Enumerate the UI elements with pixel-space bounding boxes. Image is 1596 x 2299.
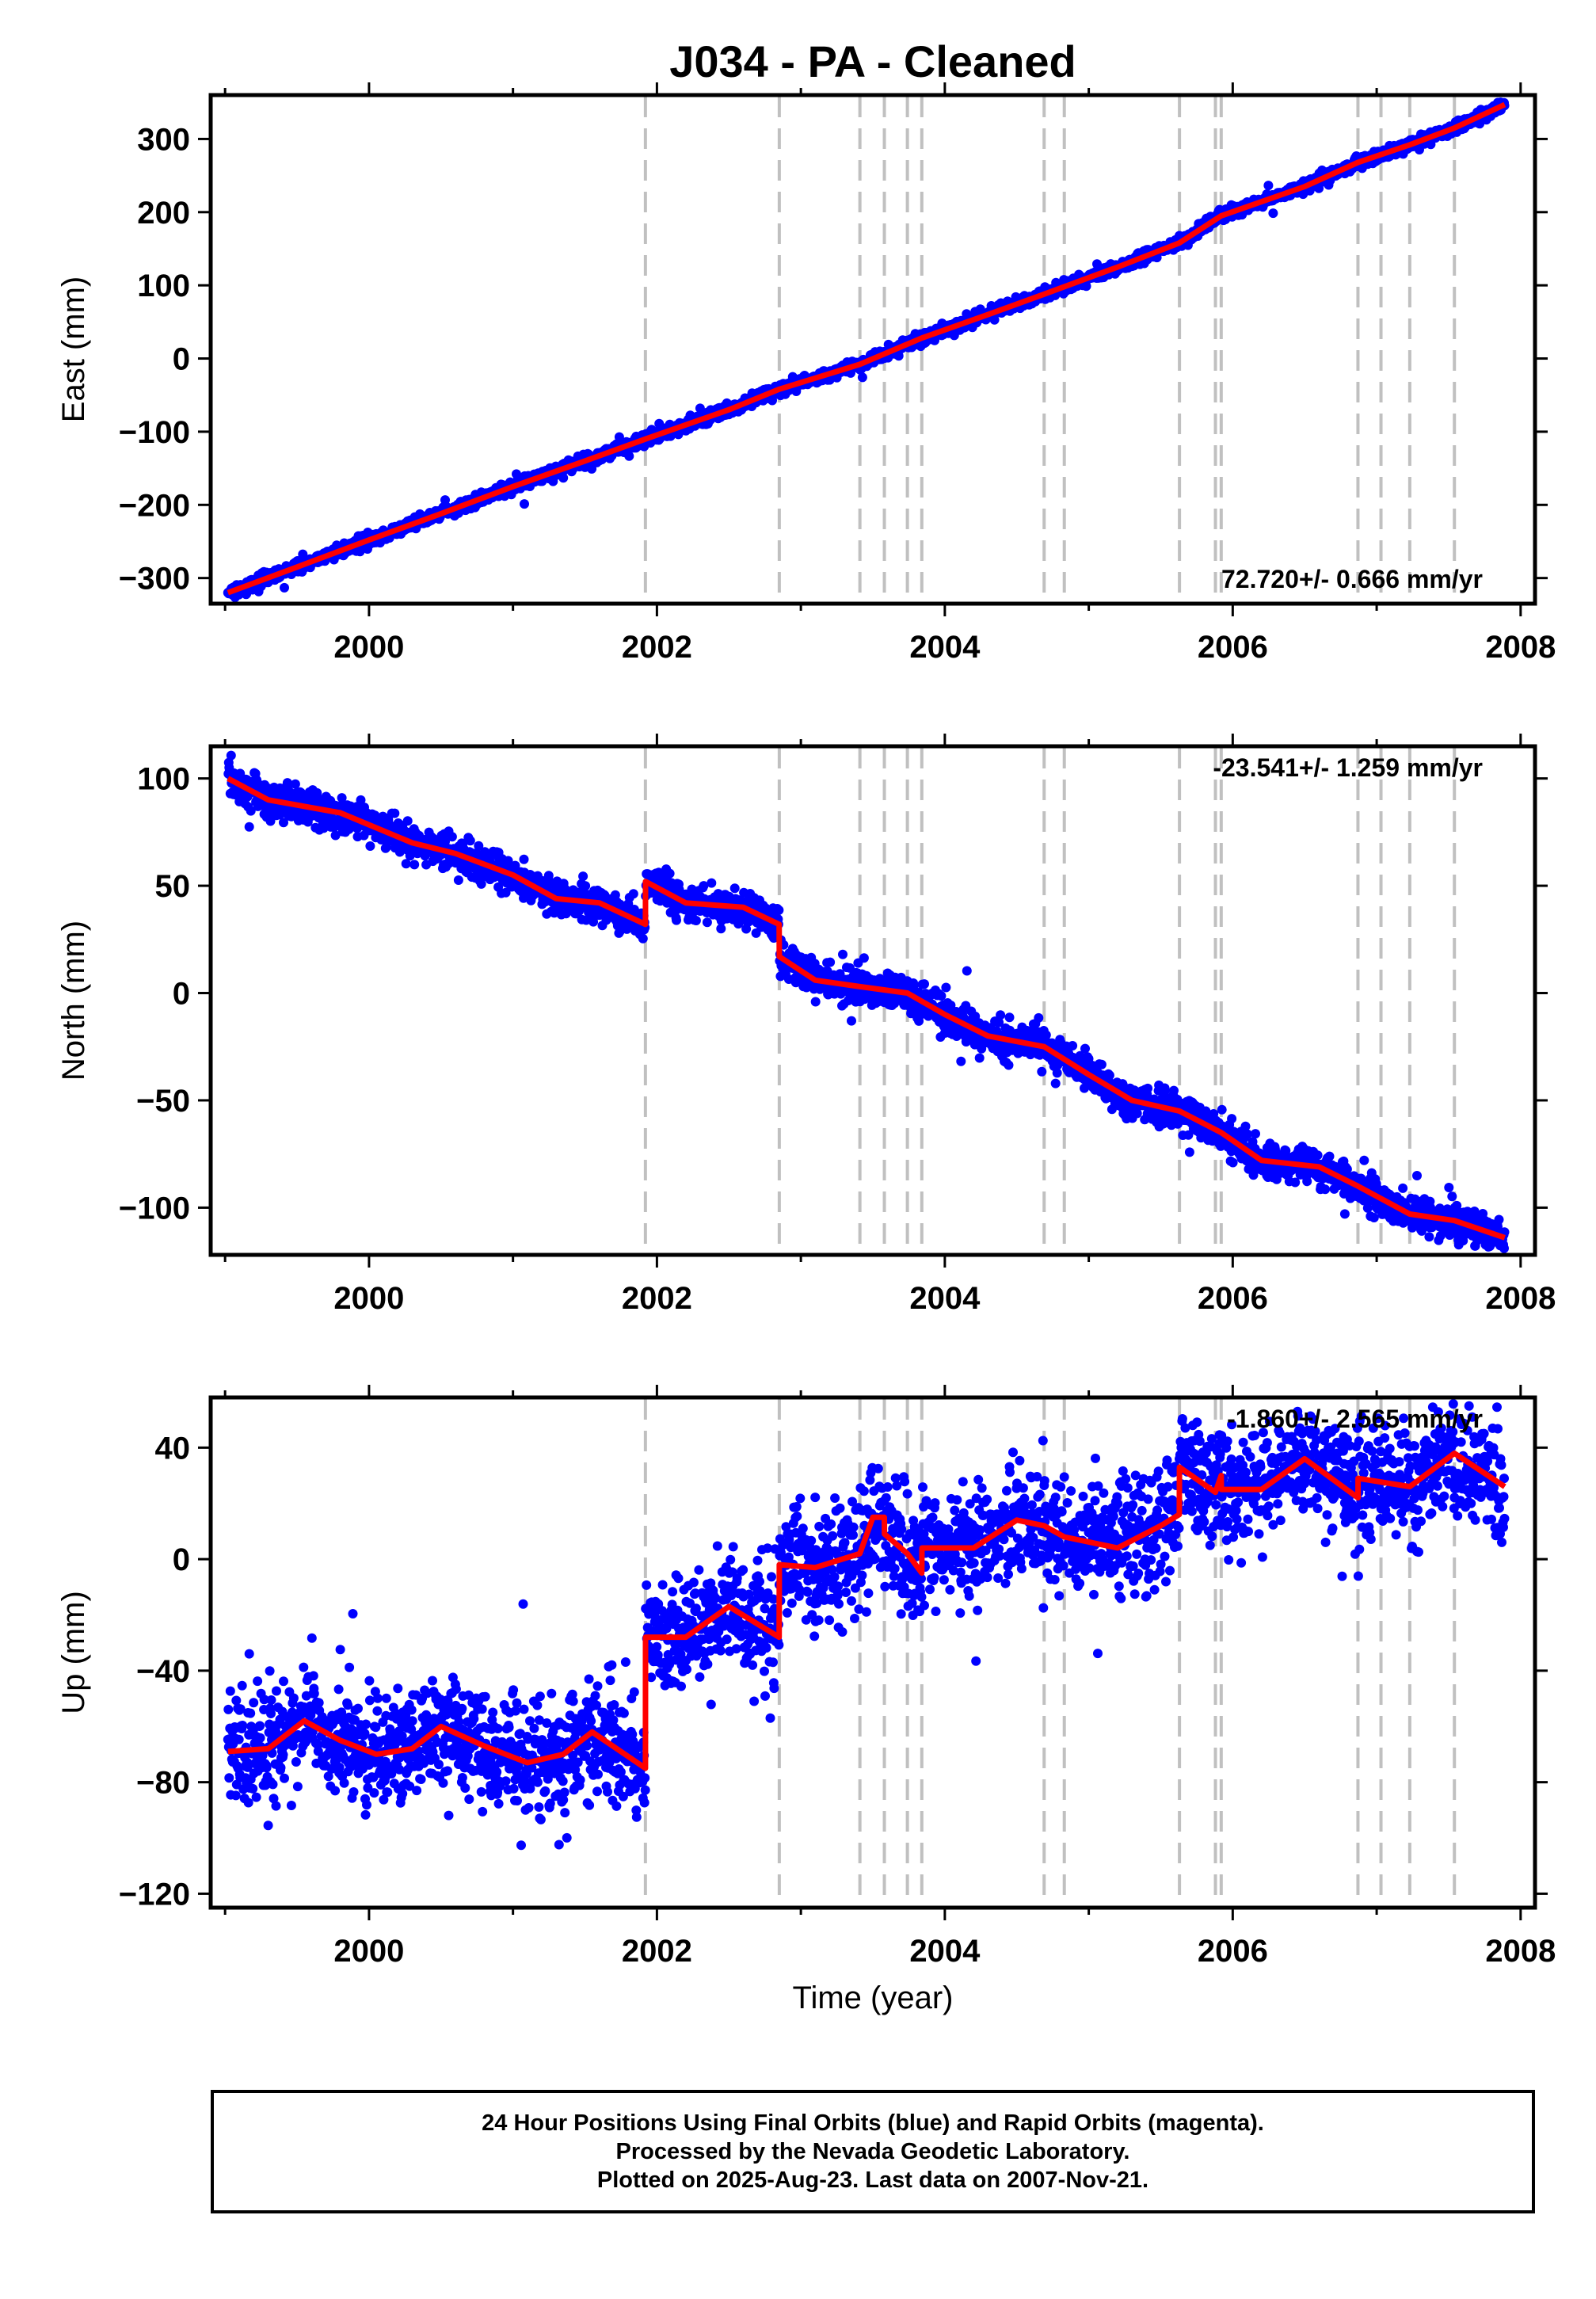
position-point <box>707 878 717 888</box>
position-point <box>519 854 529 864</box>
position-point <box>1268 208 1278 219</box>
x-tick-label: 2008 <box>1485 630 1556 665</box>
position-point <box>520 499 529 509</box>
position-point <box>624 451 634 461</box>
position-point <box>702 917 712 928</box>
position-point <box>581 881 591 891</box>
position-point <box>290 779 300 789</box>
position-point <box>974 1053 985 1063</box>
position-point <box>280 582 289 593</box>
y-tick-label: 0 <box>173 342 190 377</box>
y-tick-label: 200 <box>137 196 190 231</box>
x-tick-label: 2006 <box>1198 630 1268 665</box>
position-point <box>453 875 463 885</box>
y-axis-label: East (mm) <box>56 276 91 422</box>
daily-position-points <box>223 97 1510 603</box>
position-point <box>729 883 740 894</box>
position-point <box>447 832 457 842</box>
x-tick-label: 2000 <box>333 630 404 665</box>
rate-annotation: 72.720+/- 0.666 mm/yr <box>1221 565 1483 593</box>
position-point <box>226 750 236 761</box>
position-point <box>691 916 701 925</box>
position-point <box>847 1016 856 1026</box>
position-point <box>857 372 867 383</box>
position-point <box>558 473 569 483</box>
position-point <box>465 836 475 846</box>
y-tick-label: −100 <box>119 415 190 450</box>
x-tick-label: 2004 <box>909 630 981 665</box>
position-point <box>1004 1060 1014 1070</box>
position-point <box>390 808 400 818</box>
position-point <box>1037 1066 1047 1077</box>
position-point <box>956 1056 966 1066</box>
y-tick-label: 100 <box>137 269 190 303</box>
position-point <box>672 915 681 925</box>
position-point <box>1263 181 1274 191</box>
position-point <box>1041 1030 1051 1040</box>
position-point <box>962 966 972 976</box>
position-point <box>996 1010 1006 1020</box>
position-point <box>825 957 836 967</box>
position-point <box>298 549 308 559</box>
position-point <box>1004 1012 1015 1023</box>
position-point <box>665 868 675 879</box>
position-point <box>859 953 869 963</box>
position-point <box>409 860 420 870</box>
position-point <box>774 905 784 915</box>
daily-position-points <box>223 750 1510 1253</box>
position-point <box>810 997 821 1007</box>
y-tick-label: 300 <box>137 122 190 157</box>
position-point <box>578 871 589 882</box>
position-point <box>941 982 951 993</box>
position-point <box>365 841 375 851</box>
position-point <box>936 991 947 1001</box>
position-point <box>638 933 648 944</box>
position-point <box>1034 1012 1044 1023</box>
position-point <box>838 949 848 959</box>
x-tick-label: 2002 <box>622 630 692 665</box>
position-point <box>920 979 929 989</box>
panel-east: 300 200 100 0 −100 −200 −300 East (mm) 2000 2002 2… <box>56 82 1556 665</box>
position-point <box>244 822 254 832</box>
y-tick-label: −300 <box>119 562 190 597</box>
position-point <box>628 889 638 899</box>
position-point <box>402 816 413 826</box>
y-tick-label: −200 <box>119 488 190 523</box>
